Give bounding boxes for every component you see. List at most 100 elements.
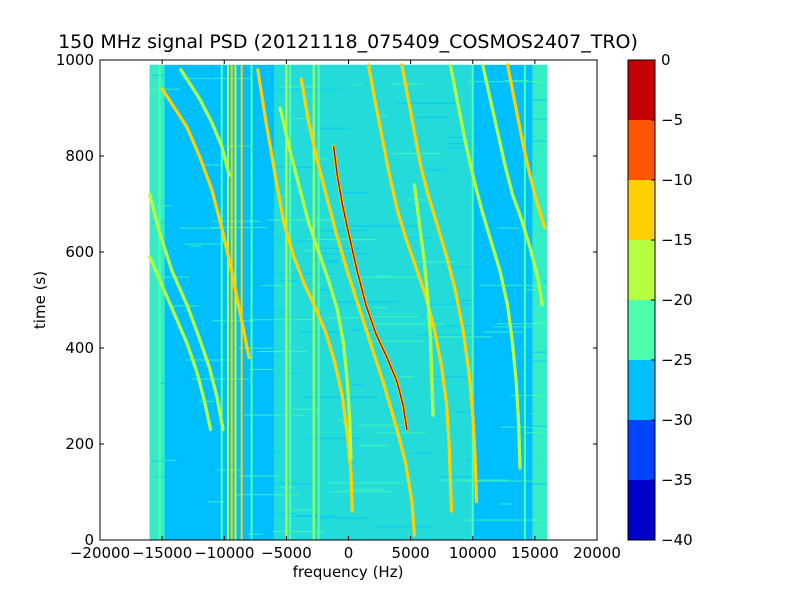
psd-noise-streak [516, 360, 548, 362]
psd-noise-streak [495, 226, 519, 228]
psd-noise-streak [184, 243, 221, 245]
psd-edge-band [149, 64, 165, 540]
psd-noise-streak [368, 340, 425, 342]
psd-noise-streak [479, 284, 548, 286]
psd-noise-streak [151, 74, 166, 76]
psd-noise-streak [220, 145, 253, 147]
y-tick-label: 800 [65, 147, 94, 165]
psd-noise-streak [169, 456, 246, 458]
psd-noise-streak [325, 261, 338, 263]
psd-noise-streak [526, 118, 548, 120]
psd-noise-streak [497, 351, 548, 353]
psd-noise-streak [497, 227, 520, 229]
psd-noise-streak [428, 336, 492, 338]
psd-noise-streak [247, 533, 263, 535]
x-tick-label: −5000 [261, 544, 312, 562]
psd-noise-streak [362, 315, 420, 318]
psd-noise-streak [313, 517, 371, 519]
doppler-trace [300, 78, 416, 536]
y-tick-label: 400 [65, 339, 94, 357]
psd-noise-streak [160, 382, 172, 385]
psd-noise-streak [329, 490, 393, 493]
psd-noise-streak [372, 306, 388, 309]
colorbar-band [628, 120, 655, 180]
psd-noise-streak [354, 84, 364, 86]
colorbar-tick-label: −35 [661, 471, 693, 489]
psd-noise-streak [368, 329, 376, 331]
psd-noise-streak [439, 479, 510, 481]
psd-noise-streak [351, 329, 364, 331]
x-tick-label: −15000 [132, 544, 192, 562]
x-tick-label: 5000 [392, 544, 430, 562]
psd-noise-streak [243, 414, 306, 416]
psd-noise-streak [180, 227, 224, 229]
psd-noise-streak [198, 400, 214, 402]
psd-noise-streak [152, 229, 161, 231]
psd-noise-streak [260, 166, 317, 168]
psd-noise-streak [278, 86, 318, 88]
psd-noise-streak [446, 143, 505, 145]
psd-noise-streak [213, 506, 228, 508]
psd-noise-streak [352, 384, 365, 386]
psd-noise-streak [416, 334, 495, 336]
psd-noise-streak [204, 164, 223, 166]
psd-noise-streak [451, 299, 501, 302]
psd-noise-streak [504, 79, 529, 82]
psd-noise-streak [429, 375, 478, 378]
psd-noise-streak [234, 494, 300, 496]
psd-noise-streak [249, 319, 315, 321]
psd-noise-streak [491, 99, 548, 101]
x-axis-label: frequency (Hz) [293, 563, 404, 581]
psd-noise-streak [270, 88, 343, 91]
psd-noise-streak [182, 77, 251, 80]
colorbar-tick-label: 0 [661, 51, 671, 69]
heatmap-layer [149, 64, 548, 540]
psd-noise-streak [437, 476, 488, 478]
psd-noise-streak [299, 331, 347, 333]
x-tick-label: −20000 [70, 544, 130, 562]
psd-noise-streak [345, 191, 369, 194]
psd-noise-streak [375, 275, 391, 277]
psd-noise-streak [528, 140, 548, 142]
psd-noise-streak [164, 459, 177, 462]
psd-noise-streak [541, 146, 548, 148]
colorbar-band [628, 60, 655, 120]
psd-noise-streak [207, 239, 282, 241]
psd-noise-streak [189, 245, 203, 247]
psd-noise-streak [326, 482, 404, 484]
x-tick-label: 0 [344, 544, 354, 562]
y-tick-label: 200 [65, 435, 94, 453]
psd-noise-streak [466, 459, 516, 461]
doppler-trace [149, 193, 224, 431]
psd-noise-streak [454, 411, 525, 413]
psd-noise-streak [354, 276, 418, 278]
psd-noise-streak [170, 305, 198, 307]
psd-noise-streak [524, 289, 538, 291]
colorbar-band [628, 240, 655, 300]
psd-noise-streak [543, 280, 548, 283]
psd-noise-streak [206, 501, 225, 503]
psd-noise-streak [326, 301, 399, 303]
psd-noise-streak [501, 426, 543, 428]
psd-noise-streak [541, 459, 548, 461]
psd-noise-streak [317, 289, 333, 291]
psd-noise-streak [359, 444, 390, 447]
psd-noise-streak [374, 432, 427, 434]
psd-noise-streak [500, 503, 513, 505]
doppler-trace [482, 64, 543, 306]
psd-noise-streak [302, 250, 316, 252]
psd-noise-streak [313, 259, 341, 262]
psd-noise-streak [411, 452, 435, 454]
colorbar-tick-label: −30 [661, 411, 693, 429]
colorbar: −40 −35 −30 −25 −20 −15 −10 −5 0 [627, 51, 693, 549]
x-tick-label: −10000 [194, 544, 254, 562]
psd-noise-streak [483, 331, 523, 333]
psd-noise-streak [443, 325, 475, 327]
colorbar-band [628, 180, 655, 240]
psd-noise-streak [324, 317, 360, 319]
psd-noise-streak [510, 394, 548, 397]
doppler-trace [506, 64, 546, 229]
psd-noise-streak [257, 350, 308, 353]
psd-noise-streak [357, 424, 406, 426]
